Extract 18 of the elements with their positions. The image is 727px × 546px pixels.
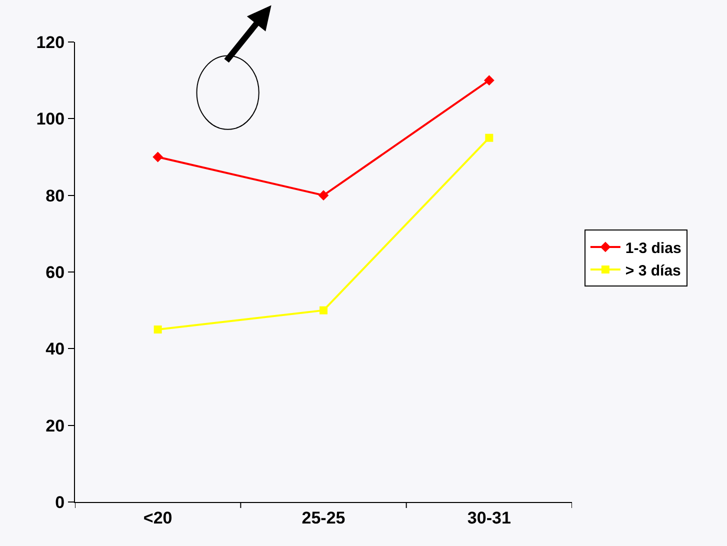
point [152,152,164,162]
y-tick-label: 100 [36,110,65,129]
x-tick-label: 25-25 [302,508,346,528]
y-tick-label: 40 [46,340,65,359]
y-tick-label: 0 [55,492,65,512]
legend-label: > 3 días [625,262,681,280]
point [485,134,494,142]
point [154,326,162,334]
x-tick-label: 30-31 [467,508,511,528]
point [320,306,328,314]
x-tick-label: <20 [143,508,172,528]
legend-label: 1-3 dias [625,240,682,257]
y-tick-label: 20 [46,416,65,436]
y-tick-label: 80 [46,186,65,206]
point [484,75,494,86]
y-tick-label: 60 [46,262,65,282]
point [318,190,329,201]
y-tick-label: 120 [36,32,65,52]
